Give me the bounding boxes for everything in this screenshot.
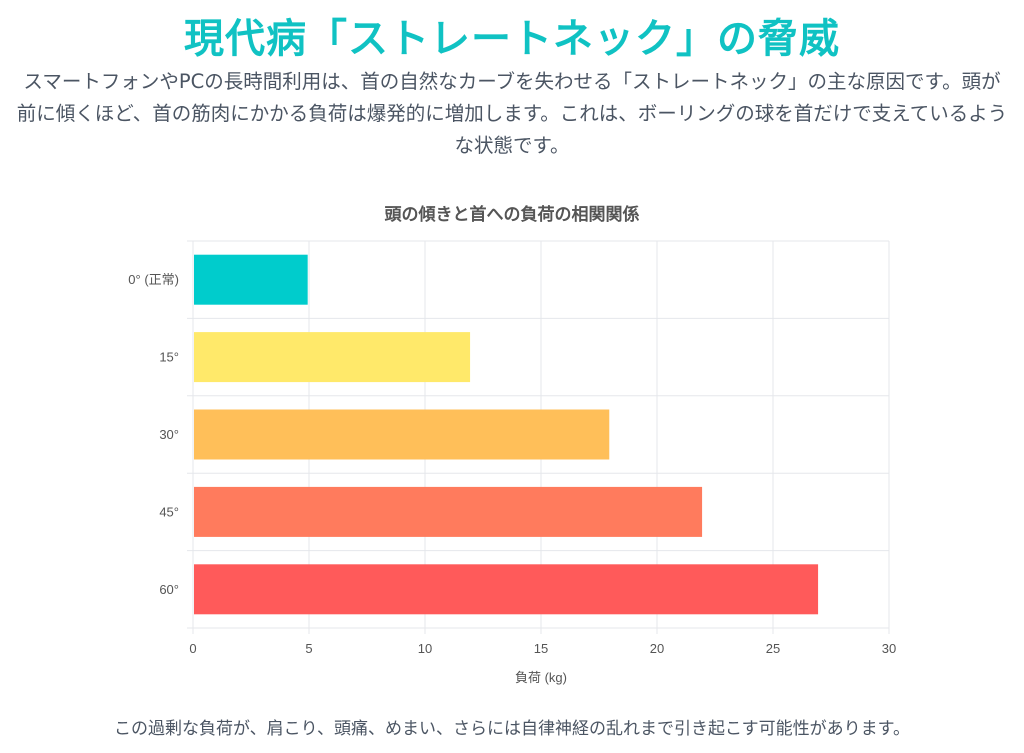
y-tick-label: 30° [159,427,179,442]
x-axis-ticks: 0 5 10 15 20 25 30 [189,641,896,656]
x-tick-label: 0 [189,641,196,656]
x-axis-label: 負荷 (kg) [515,670,567,685]
bar [194,564,819,615]
intro-paragraph: スマートフォンやPCの長時間利用は、首の自然なカーブを失わせる「ストレートネック… [16,70,1008,157]
bar [194,254,308,305]
y-tick-label: 45° [159,504,179,519]
chart-grid [187,240,890,634]
y-tick-label: 15° [159,350,179,365]
footer-note: この過剰な負荷が、肩こり、頭痛、めまい、さらには自律神経の乱れまで引き起こす可能… [114,719,910,739]
bar [194,332,471,383]
y-axis-ticks: 0° (正常) 15° 30° 45° 60° [128,272,179,597]
y-tick-label: 0° (正常) [128,272,179,287]
bar-chart: 頭の傾きと首への負荷の相関関係 0° (正常) 15° 30° 45° 60° 0 5 10… [128,204,896,685]
x-tick-label: 25 [766,641,780,656]
x-tick-label: 5 [305,641,312,656]
chart-bars [194,254,819,615]
page-title: 現代病「ストレートネック」の脅威 [184,16,840,62]
x-tick-label: 20 [650,641,664,656]
chart-title: 頭の傾きと首への負荷の相関関係 [385,204,640,224]
x-tick-label: 30 [882,641,896,656]
chart-container: 頭の傾きと首への負荷の相関関係 0° (正常) 15° 30° 45° 60° 0 5 10… [0,190,1024,700]
y-tick-label: 60° [159,582,179,597]
bar [194,486,703,537]
x-tick-label: 10 [418,641,432,656]
bar [194,409,610,460]
x-tick-label: 15 [534,641,548,656]
